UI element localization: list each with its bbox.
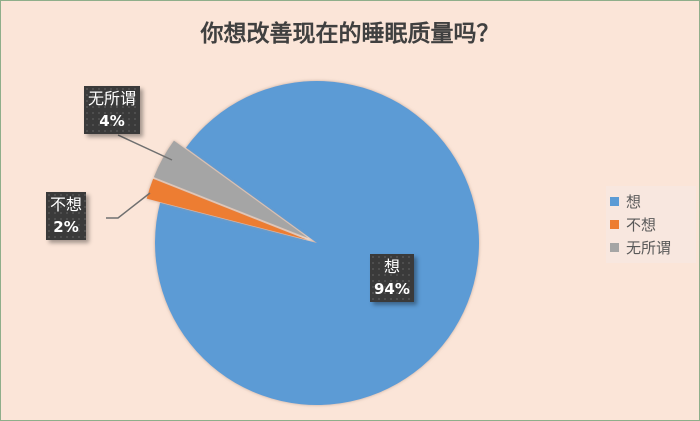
legend-label: 想 bbox=[626, 193, 642, 211]
label-name: 不想 bbox=[50, 195, 83, 214]
legend-label: 不想 bbox=[626, 216, 657, 234]
leader-line-buxiang bbox=[106, 192, 151, 219]
legend: 想 不想 无所谓 bbox=[606, 186, 696, 263]
legend-item-buxiang: 不想 bbox=[610, 213, 692, 236]
data-label-xiang: 想 94% bbox=[370, 254, 414, 302]
chart-title: 你想改善现在的睡眠质量吗？ bbox=[200, 20, 500, 47]
label-percent: 94% bbox=[374, 280, 410, 298]
label-percent: 2% bbox=[53, 218, 79, 236]
legend-item-xiang: 想 bbox=[610, 190, 692, 213]
pie-slice-wusuowei bbox=[153, 140, 309, 239]
label-name: 想 bbox=[383, 257, 400, 276]
legend-swatch bbox=[610, 243, 619, 252]
label-percent: 4% bbox=[99, 112, 125, 130]
data-label-wusuowei: 无所谓 4% bbox=[84, 86, 141, 134]
data-label-buxiang: 不想 2% bbox=[46, 192, 87, 240]
legend-swatch bbox=[610, 220, 619, 229]
pie-slice-buxiang bbox=[146, 178, 308, 240]
label-name: 无所谓 bbox=[88, 89, 137, 108]
legend-label: 无所谓 bbox=[626, 239, 672, 257]
leader-line-wusuowei bbox=[117, 134, 173, 161]
legend-item-wusuowei: 无所谓 bbox=[610, 236, 692, 259]
pie-slice-xiang bbox=[154, 81, 480, 406]
legend-swatch bbox=[610, 197, 619, 206]
